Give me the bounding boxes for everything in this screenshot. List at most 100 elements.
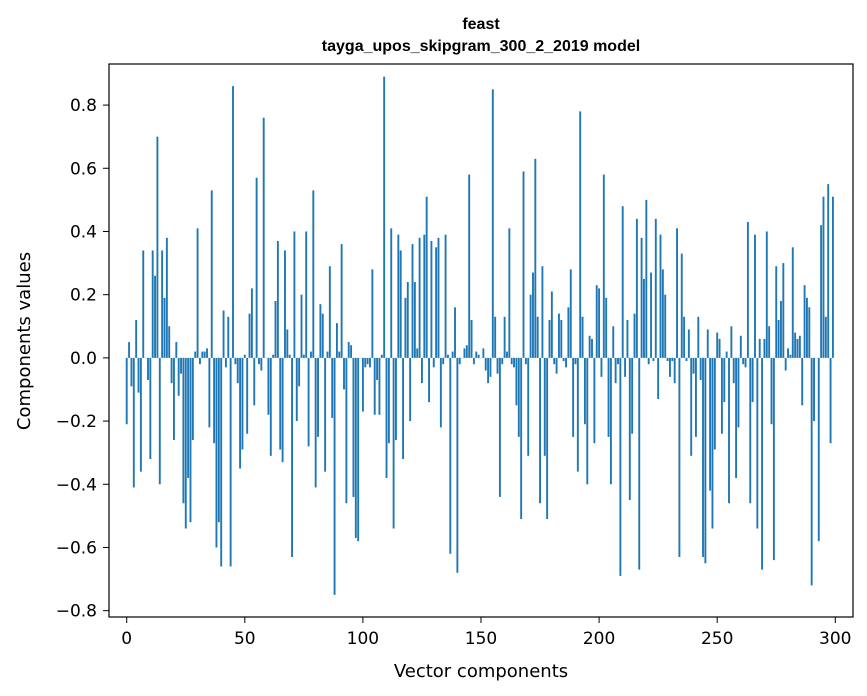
bar-149: [477, 354, 480, 358]
bar-108: [380, 354, 383, 358]
bar-205: [609, 357, 612, 485]
bar-114: [395, 357, 397, 441]
bar-180: [550, 291, 553, 358]
bar-144: [465, 345, 468, 358]
bar-44: [229, 357, 232, 567]
bar-271: [765, 231, 768, 358]
chart-title: feast: [462, 16, 500, 33]
bar-36: [210, 190, 213, 358]
bar-64: [276, 240, 279, 358]
bar-293: [817, 357, 820, 542]
bar-86: [328, 266, 331, 358]
bar-20: [173, 357, 175, 441]
bar-269: [761, 357, 764, 570]
bar-39: [217, 357, 220, 523]
x-axis-label: Vector components: [394, 661, 568, 682]
bar-32: [201, 351, 204, 358]
bar-281: [789, 354, 792, 358]
bar-10: [149, 357, 152, 459]
bar-66: [281, 357, 284, 463]
bar-22: [177, 357, 180, 396]
bar-139: [454, 307, 456, 358]
bar-237: [685, 357, 688, 362]
bar-107: [378, 357, 381, 415]
bar-206: [612, 326, 615, 358]
bar-15: [161, 250, 164, 358]
bars-group: [125, 76, 834, 595]
bar-43: [227, 316, 230, 358]
bar-80: [314, 357, 317, 488]
bar-101: [364, 357, 367, 368]
y-axis-label: Components values: [14, 252, 35, 430]
bar-110: [385, 357, 388, 478]
bar-97: [354, 357, 357, 538]
bar-260: [739, 335, 742, 358]
bar-157: [496, 357, 499, 374]
bar-243: [699, 357, 702, 380]
bar-251: [718, 338, 721, 358]
bar-95: [350, 345, 353, 358]
y-tick-label-6: 0.4: [70, 222, 97, 242]
bar-25: [184, 357, 187, 529]
bar-140: [456, 357, 459, 573]
bar-274: [772, 357, 775, 561]
bar-221: [647, 357, 650, 365]
bar-174: [536, 316, 539, 358]
bar-238: [687, 329, 690, 358]
bar-128: [428, 357, 430, 403]
bar-291: [813, 357, 815, 422]
bar-276: [777, 319, 780, 358]
bar-287: [803, 285, 806, 358]
x-tick-label-250: 250: [701, 629, 733, 649]
bar-209: [619, 357, 622, 576]
bar-23: [180, 357, 182, 374]
bar-218: [640, 237, 643, 358]
bar-192: [579, 111, 582, 358]
bar-167: [520, 357, 523, 520]
bar-18: [168, 326, 171, 358]
bar-288: [806, 297, 808, 358]
bar-50: [243, 354, 246, 358]
bar-228: [664, 294, 667, 358]
bar-212: [626, 319, 629, 358]
bar-176: [541, 266, 544, 358]
bar-109: [383, 76, 386, 358]
bar-104: [371, 269, 374, 358]
bar-27: [189, 357, 192, 523]
bar-138: [451, 351, 454, 358]
bar-280: [787, 348, 789, 358]
bar-197: [591, 338, 593, 358]
bar-290: [810, 357, 813, 586]
bar-37: [213, 357, 216, 444]
bar-26: [187, 357, 190, 478]
bar-165: [515, 357, 518, 406]
bar-48: [239, 357, 242, 469]
bar-279: [784, 357, 787, 371]
bar-100: [361, 357, 364, 412]
bar-193: [581, 316, 584, 358]
bar-133: [439, 357, 442, 428]
bar-120: [409, 357, 412, 422]
bar-69: [288, 354, 291, 358]
bar-65: [279, 357, 282, 450]
bar-289: [808, 307, 811, 358]
bar-34: [206, 348, 208, 358]
bar-83: [321, 313, 324, 358]
bar-224: [654, 218, 657, 358]
bar-35: [208, 357, 211, 428]
bar-170: [527, 357, 530, 456]
bar-33: [203, 351, 206, 358]
bar-179: [548, 319, 551, 358]
bar-79: [312, 190, 315, 358]
bar-93: [345, 357, 348, 504]
bar-2: [130, 357, 133, 387]
x-tick-label-100: 100: [347, 629, 379, 649]
y-tick-label-7: 0.6: [70, 159, 97, 179]
bar-272: [768, 326, 771, 358]
y-tick-label-3: −0.2: [56, 412, 97, 432]
bar-219: [643, 278, 645, 358]
bar-5: [137, 357, 140, 393]
bar-166: [517, 357, 520, 437]
y-tick-label-0: −0.8: [56, 602, 97, 622]
bar-152: [484, 357, 487, 371]
